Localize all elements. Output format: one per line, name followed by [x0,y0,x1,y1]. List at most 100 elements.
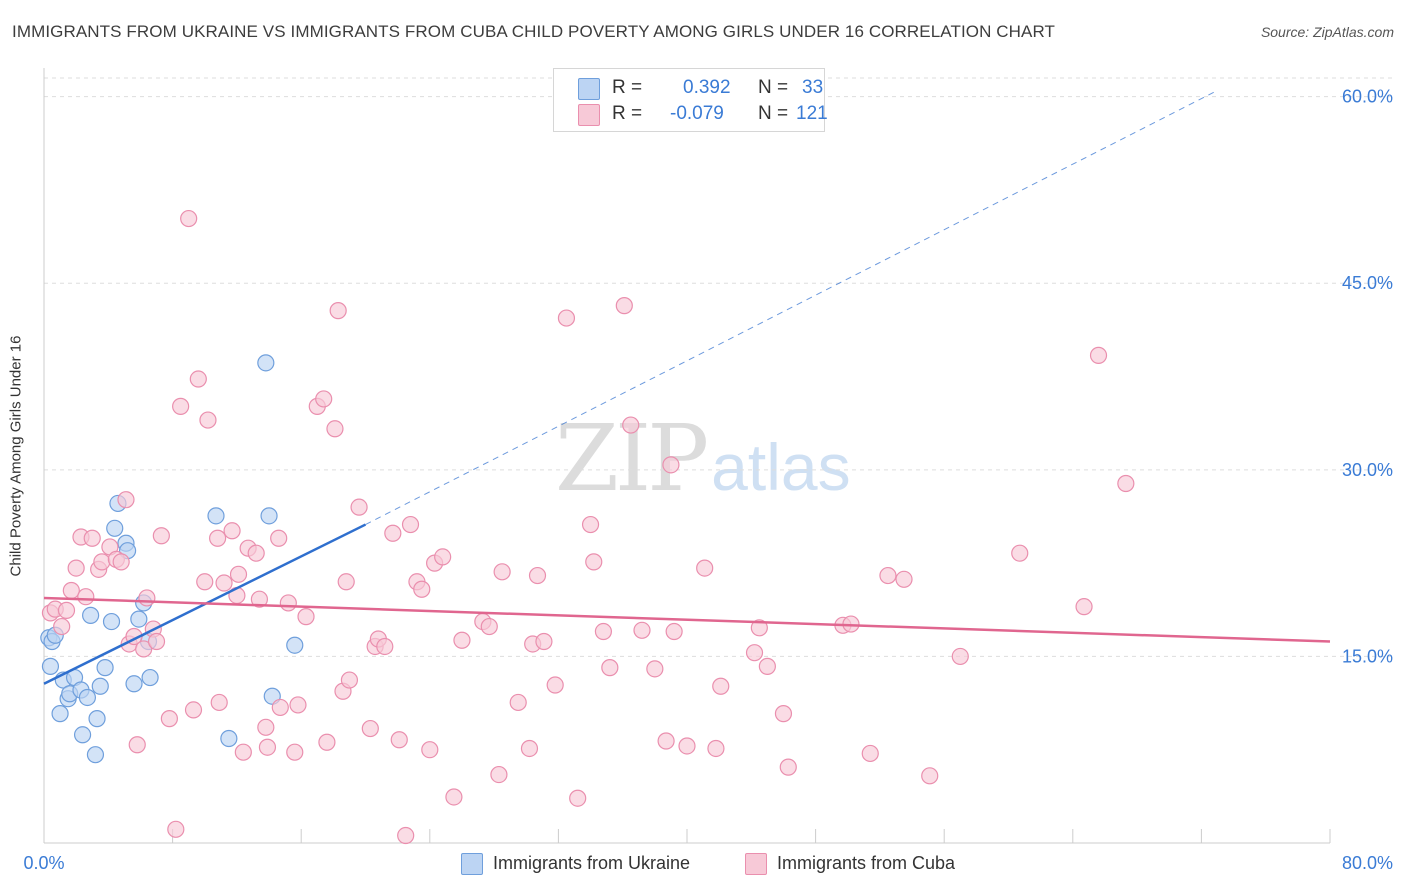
cuba-point [646,660,664,678]
cuba-point [67,559,85,577]
cuba-point [480,617,498,636]
cuba-point [350,498,368,516]
cuba-point [184,701,203,719]
cuba-point [93,553,111,571]
y-tick-label: 45.0% [1342,273,1393,293]
ukraine-point [106,519,124,537]
legend-n-value: 121 [796,103,828,124]
cuba-point [180,209,198,228]
cuba-point [250,590,269,608]
legend-n-label: N = [758,77,789,98]
y-tick-label: 15.0% [1342,646,1393,666]
cuba-point [286,743,304,761]
cuba-point [535,632,553,651]
cuba-trend-line [43,596,1331,643]
cuba-point [247,544,265,562]
source-credit: Source: ZipAtlas.com [1260,24,1394,40]
cuba-point [569,789,587,807]
cuba-point [745,644,764,662]
cuba-point [774,705,793,723]
cuba-point [229,565,248,583]
ukraine-point [260,507,278,525]
cuba-point [270,529,288,547]
cuba-point [117,491,135,509]
cuba-point [520,739,539,758]
legend-n-value: 33 [802,77,824,98]
cuba-point [258,738,277,756]
ukraine-point [88,710,106,728]
cuba-point [1075,598,1093,616]
ukraine-trend-extension [365,89,1218,526]
cuba-point [921,767,939,785]
cuba-point [397,826,415,845]
cuba-point [128,736,146,754]
ukraine-point [86,746,105,764]
cuba-point [1089,346,1108,364]
bottom-legend-label-cuba: Immigrants from Cuba [777,853,956,873]
cuba-point [601,659,619,677]
cuba-point [376,637,394,656]
cuba-point [112,553,130,571]
cuba-point [329,302,347,320]
cuba-point [657,732,675,750]
cuba-point [340,671,359,689]
cuba-point [196,573,214,591]
ukraine-point [220,729,238,748]
cuba-point [490,765,508,784]
cuba-point [707,739,725,758]
cuba-point [421,741,439,759]
legend-swatch-ukraine [578,78,600,100]
ukraine-point [51,705,69,723]
cuba-point [289,696,307,714]
cuba-point [633,621,651,639]
cuba-point [951,647,969,666]
cuba-point [160,710,178,728]
cuba-point [297,608,315,626]
cuba-point [678,737,696,755]
cuba-point [546,676,564,694]
cuba-point [62,581,80,600]
cuba-point [895,570,913,588]
legend-r-label: R = [612,103,643,124]
cuba-point [53,617,71,636]
cuba-point [315,390,333,408]
y-tick-label: 30.0% [1342,460,1393,480]
cuba-point [557,309,576,327]
ukraine-point [78,688,97,707]
cuba-point [622,416,640,434]
cuba-point [215,574,233,592]
ukraine-point [141,668,159,687]
cuba-point [585,553,603,571]
ukraine-point [102,612,121,631]
ukraine-point [257,354,275,372]
x-tick-label-min: 0.0% [23,853,64,873]
ukraine-point [82,606,100,624]
correlation-legend: R = 0.392 N = 33 R = -0.079 N = 121 [553,68,828,132]
cuba-point [528,566,547,585]
cuba-point [167,820,185,838]
y-axis-label: Child Poverty Among Girls Under 16 [7,335,25,577]
cuba-point [57,601,76,619]
cuba-point [401,515,420,534]
ukraine-point [125,675,143,693]
y-tick-label: 60.0% [1342,87,1393,107]
cuba-point [234,743,252,761]
cuba-point [509,693,527,712]
legend-r-label: R = [612,77,643,98]
ukraine-point [73,726,92,744]
legend-r-value: 0.392 [683,77,731,98]
cuba-point [209,529,227,547]
cuba-point [390,731,408,749]
cuba-point [223,522,241,540]
cuba-point [210,693,228,712]
cuba-point [861,744,879,763]
ukraine-point [96,659,114,677]
cuba-point [337,573,355,591]
ukraine-point [130,610,148,628]
cuba-point [453,631,471,649]
cuba-point [581,515,600,534]
cuba-point [696,559,714,577]
cuba-point [758,657,776,675]
cuba-point [665,622,683,641]
